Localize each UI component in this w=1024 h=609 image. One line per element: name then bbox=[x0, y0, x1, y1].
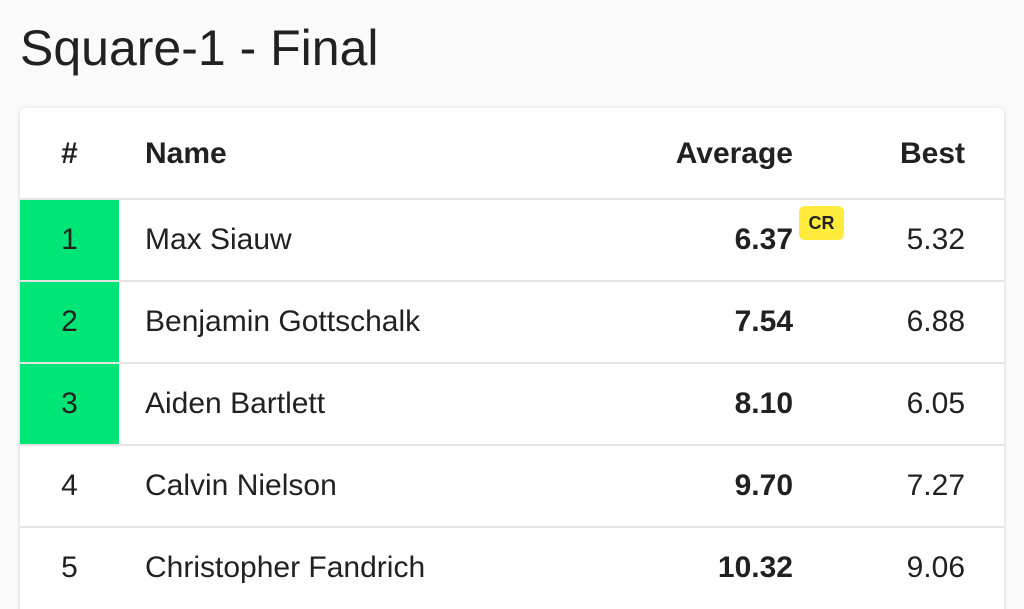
result-row: 2 Benjamin Gottschalk 7.54 6.88 bbox=[20, 280, 1004, 362]
result-row: 4 Calvin Nielson 9.70 7.27 bbox=[20, 444, 1004, 526]
result-row: 1 Max Siauw 6.37 5.32 CR bbox=[20, 198, 1004, 280]
rank: 5 bbox=[61, 551, 78, 584]
competitor-name: Max Siauw bbox=[145, 223, 292, 256]
competitor-name: Benjamin Gottschalk bbox=[145, 305, 421, 338]
rank: 3 bbox=[20, 364, 119, 444]
best: 6.88 bbox=[906, 305, 965, 338]
competitor-name: Christopher Fandrich bbox=[145, 551, 426, 584]
column-header: Average bbox=[675, 137, 793, 170]
record-badge: CR bbox=[799, 206, 844, 240]
average: 9.70 bbox=[734, 469, 793, 502]
column-header: Name bbox=[145, 137, 227, 170]
average: 10.32 bbox=[717, 551, 793, 584]
page-title: Square-1 - Final bbox=[20, 20, 379, 76]
best: 7.27 bbox=[906, 469, 965, 502]
best: 9.06 bbox=[906, 551, 965, 584]
average: 8.10 bbox=[734, 387, 793, 420]
rank: 2 bbox=[20, 282, 119, 362]
average: 6.37 bbox=[734, 223, 793, 256]
average: 7.54 bbox=[734, 305, 793, 338]
result-row: 3 Aiden Bartlett 8.10 6.05 bbox=[20, 362, 1004, 444]
header-row: # Name Average Best bbox=[20, 108, 1004, 200]
competitor-name: Aiden Bartlett bbox=[145, 387, 326, 420]
rank: 4 bbox=[61, 469, 78, 502]
results-card: # Name Average Best 1 Max Siauw 6.37 5.32 CR 2 Ben… bbox=[20, 108, 1004, 609]
column-header: Best bbox=[899, 137, 965, 170]
competitor-name: Calvin Nielson bbox=[145, 469, 337, 502]
best: 5.32 bbox=[906, 223, 965, 256]
result-row: 5 Christopher Fandrich 10.32 9.06 bbox=[20, 526, 1004, 608]
rank: 1 bbox=[20, 200, 119, 280]
column-header: # bbox=[61, 137, 78, 170]
best: 6.05 bbox=[906, 387, 965, 420]
